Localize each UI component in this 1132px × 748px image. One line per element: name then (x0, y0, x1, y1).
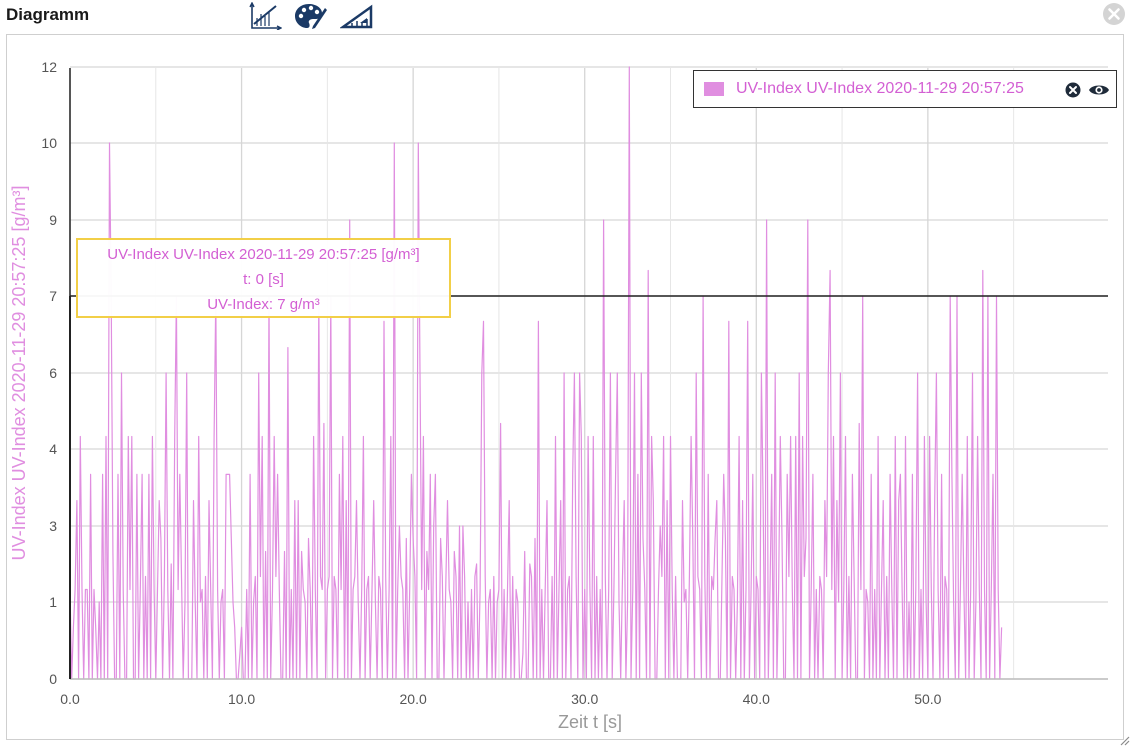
diagram-title: Diagramm (6, 5, 90, 24)
header: Diagramm (0, 0, 1132, 32)
x-tick-label: 10.0 (228, 691, 255, 707)
legend: UV-Index UV-Index 2020-11-29 20:57:25 (693, 70, 1117, 108)
y-tick-label: 1 (49, 594, 57, 610)
remove-series-icon[interactable] (1064, 81, 1082, 99)
tooltip-series: UV-Index UV-Index 2020-11-29 20:57:25 [g… (107, 246, 420, 263)
axis-scale-icon[interactable] (248, 1, 283, 31)
y-axis-label: UV-Index UV-Index 2020-11-29 20:57:25 [g… (9, 186, 29, 561)
eye-icon[interactable] (1088, 81, 1110, 99)
y-tick-label: 4 (49, 441, 57, 457)
y-tick-label: 9 (49, 212, 57, 228)
x-tick-label: 50.0 (914, 691, 941, 707)
y-tick-label: 3 (49, 518, 57, 534)
legend-label: UV-Index UV-Index 2020-11-29 20:57:25 (736, 80, 1024, 97)
x-axis-label: Zeit t [s] (558, 712, 622, 732)
measure-icon[interactable] (339, 2, 374, 30)
x-tick-label: 0.0 (60, 691, 80, 707)
tooltip-value: UV-Index: 7 g/m³ (207, 296, 320, 313)
resize-handle-icon[interactable] (1118, 734, 1130, 746)
x-tick-label: 40.0 (743, 691, 770, 707)
close-icon[interactable] (1102, 2, 1126, 26)
series-line (69, 66, 1003, 680)
y-tick-label: 12 (41, 59, 57, 75)
y-tick-label: 0 (49, 671, 57, 687)
x-tick-label: 30.0 (571, 691, 598, 707)
tooltip-time: t: 0 [s] (243, 271, 284, 288)
legend-swatch (704, 82, 724, 96)
y-tick-label: 6 (49, 365, 57, 381)
data-tooltip: UV-Index UV-Index 2020-11-29 20:57:25 [g… (76, 238, 451, 318)
y-tick-label: 7 (49, 288, 57, 304)
x-tick-label: 20.0 (400, 691, 427, 707)
palette-icon[interactable] (294, 2, 328, 30)
y-tick-label: 10 (41, 135, 57, 151)
